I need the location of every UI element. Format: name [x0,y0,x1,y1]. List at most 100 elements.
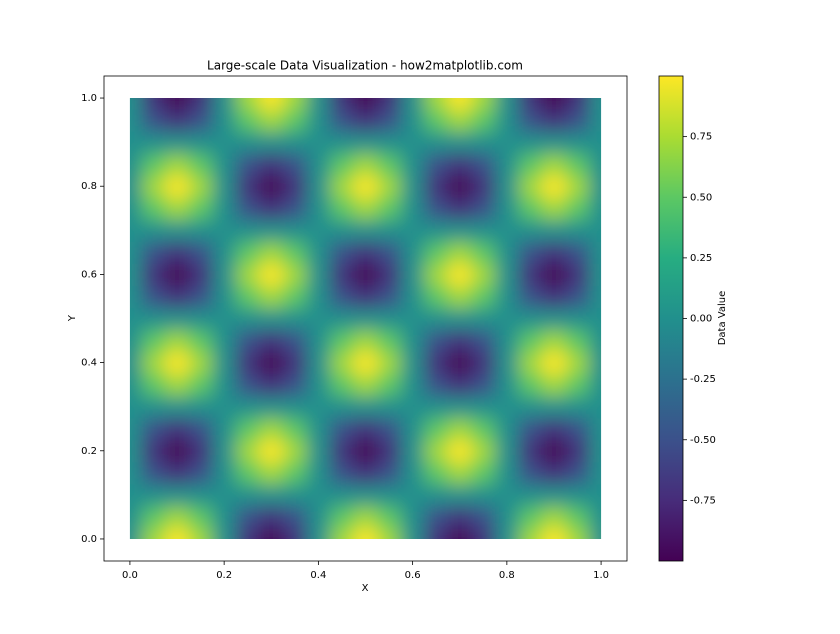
heat-cell [495,373,520,397]
heat-cell [495,417,520,441]
heat-cell [212,263,237,286]
heat-cell [188,263,213,286]
heat-cell [542,241,567,264]
colorbar [658,75,684,562]
heat-cell [471,439,496,463]
colorbar-tick-label: 0.50 [690,192,712,203]
heat-cell [565,373,590,397]
x-tick-label: 0.0 [122,570,138,581]
heat-cell [518,285,543,308]
heat-cell [283,505,308,529]
heat-cell [165,395,190,419]
heat-cell [330,417,355,441]
heat-cell [306,219,331,242]
heat-cell [471,307,496,331]
heat-cell [235,505,260,529]
heat-cell [306,417,331,441]
heat-cell [212,329,237,353]
heat-cell [400,219,425,242]
heat-cell [542,505,567,529]
heat-cell [235,263,260,286]
heat-cell [589,351,602,375]
heat-cell [165,527,190,539]
heat-cell [129,351,143,375]
heat-cell [330,307,355,331]
heat-cell [306,153,331,176]
heat-cell [495,461,520,485]
heat-cell [165,439,190,463]
heat-cell [424,109,449,132]
heat-cell [235,417,260,441]
heat-cell [129,98,143,110]
heat-cell [447,439,473,463]
heat-cell [129,241,143,264]
heat-cell [259,219,284,242]
heat-cell [306,351,331,375]
heat-cell [377,219,402,242]
heat-cell [283,98,308,110]
heat-cell [235,307,260,331]
colorbar-tick-label: 0.25 [690,253,712,264]
colorbar-tick-label: 0.75 [690,132,712,143]
heat-cell [424,263,449,286]
heat-cell [212,439,237,463]
heat-cell [353,439,378,463]
heat-cell [400,197,425,220]
heat-cell [377,395,402,419]
heat-cell [542,285,567,308]
heat-cell [424,175,449,198]
heat-cell [141,373,166,397]
heat-cell [165,329,190,353]
heat-cell [424,98,449,110]
heat-cell [188,483,213,507]
heat-cell [188,461,213,485]
heat-cell [447,417,473,441]
heat-cell [565,285,590,308]
heat-cell [235,373,260,397]
heat-cell [353,98,378,110]
heat-cell [129,395,143,419]
heat-cell [330,395,355,419]
heat-cell [400,505,425,529]
heat-cell [447,175,473,198]
heat-cell [495,527,520,539]
heat-cell [400,329,425,353]
heat-cell [141,153,166,176]
heat-cell [424,131,449,154]
heat-cell [212,395,237,419]
heat-cell [330,219,355,242]
heat-cell [259,263,284,286]
heat-cell [471,241,496,264]
heat-cell [565,307,590,331]
heatmap-cells [129,98,602,539]
x-tick-label: 0.8 [499,570,515,581]
heat-cell [129,307,143,331]
heat-cell [306,373,331,397]
heat-cell [495,351,520,375]
heat-cell [471,505,496,529]
heat-cell [330,175,355,198]
y-tick-label: 0.8 [81,181,97,192]
heat-cell [565,263,590,286]
heat-cell [306,241,331,264]
heat-cell [141,461,166,485]
heat-cell [542,98,567,110]
heat-cell [141,263,166,286]
heat-cell [283,461,308,485]
heat-cell [353,417,378,441]
heat-cell [283,483,308,507]
heat-cell [283,153,308,176]
heat-cell [400,461,425,485]
heat-cell [165,98,190,110]
heat-cell [377,527,402,539]
heat-cell [330,483,355,507]
heat-cell [495,219,520,242]
heat-cell [283,307,308,331]
heat-cell [353,527,378,539]
heat-cell [188,505,213,529]
heat-cell [141,395,166,419]
heat-cell [353,505,378,529]
heat-cell [129,505,143,529]
heat-cell [495,307,520,331]
heat-cell [424,483,449,507]
